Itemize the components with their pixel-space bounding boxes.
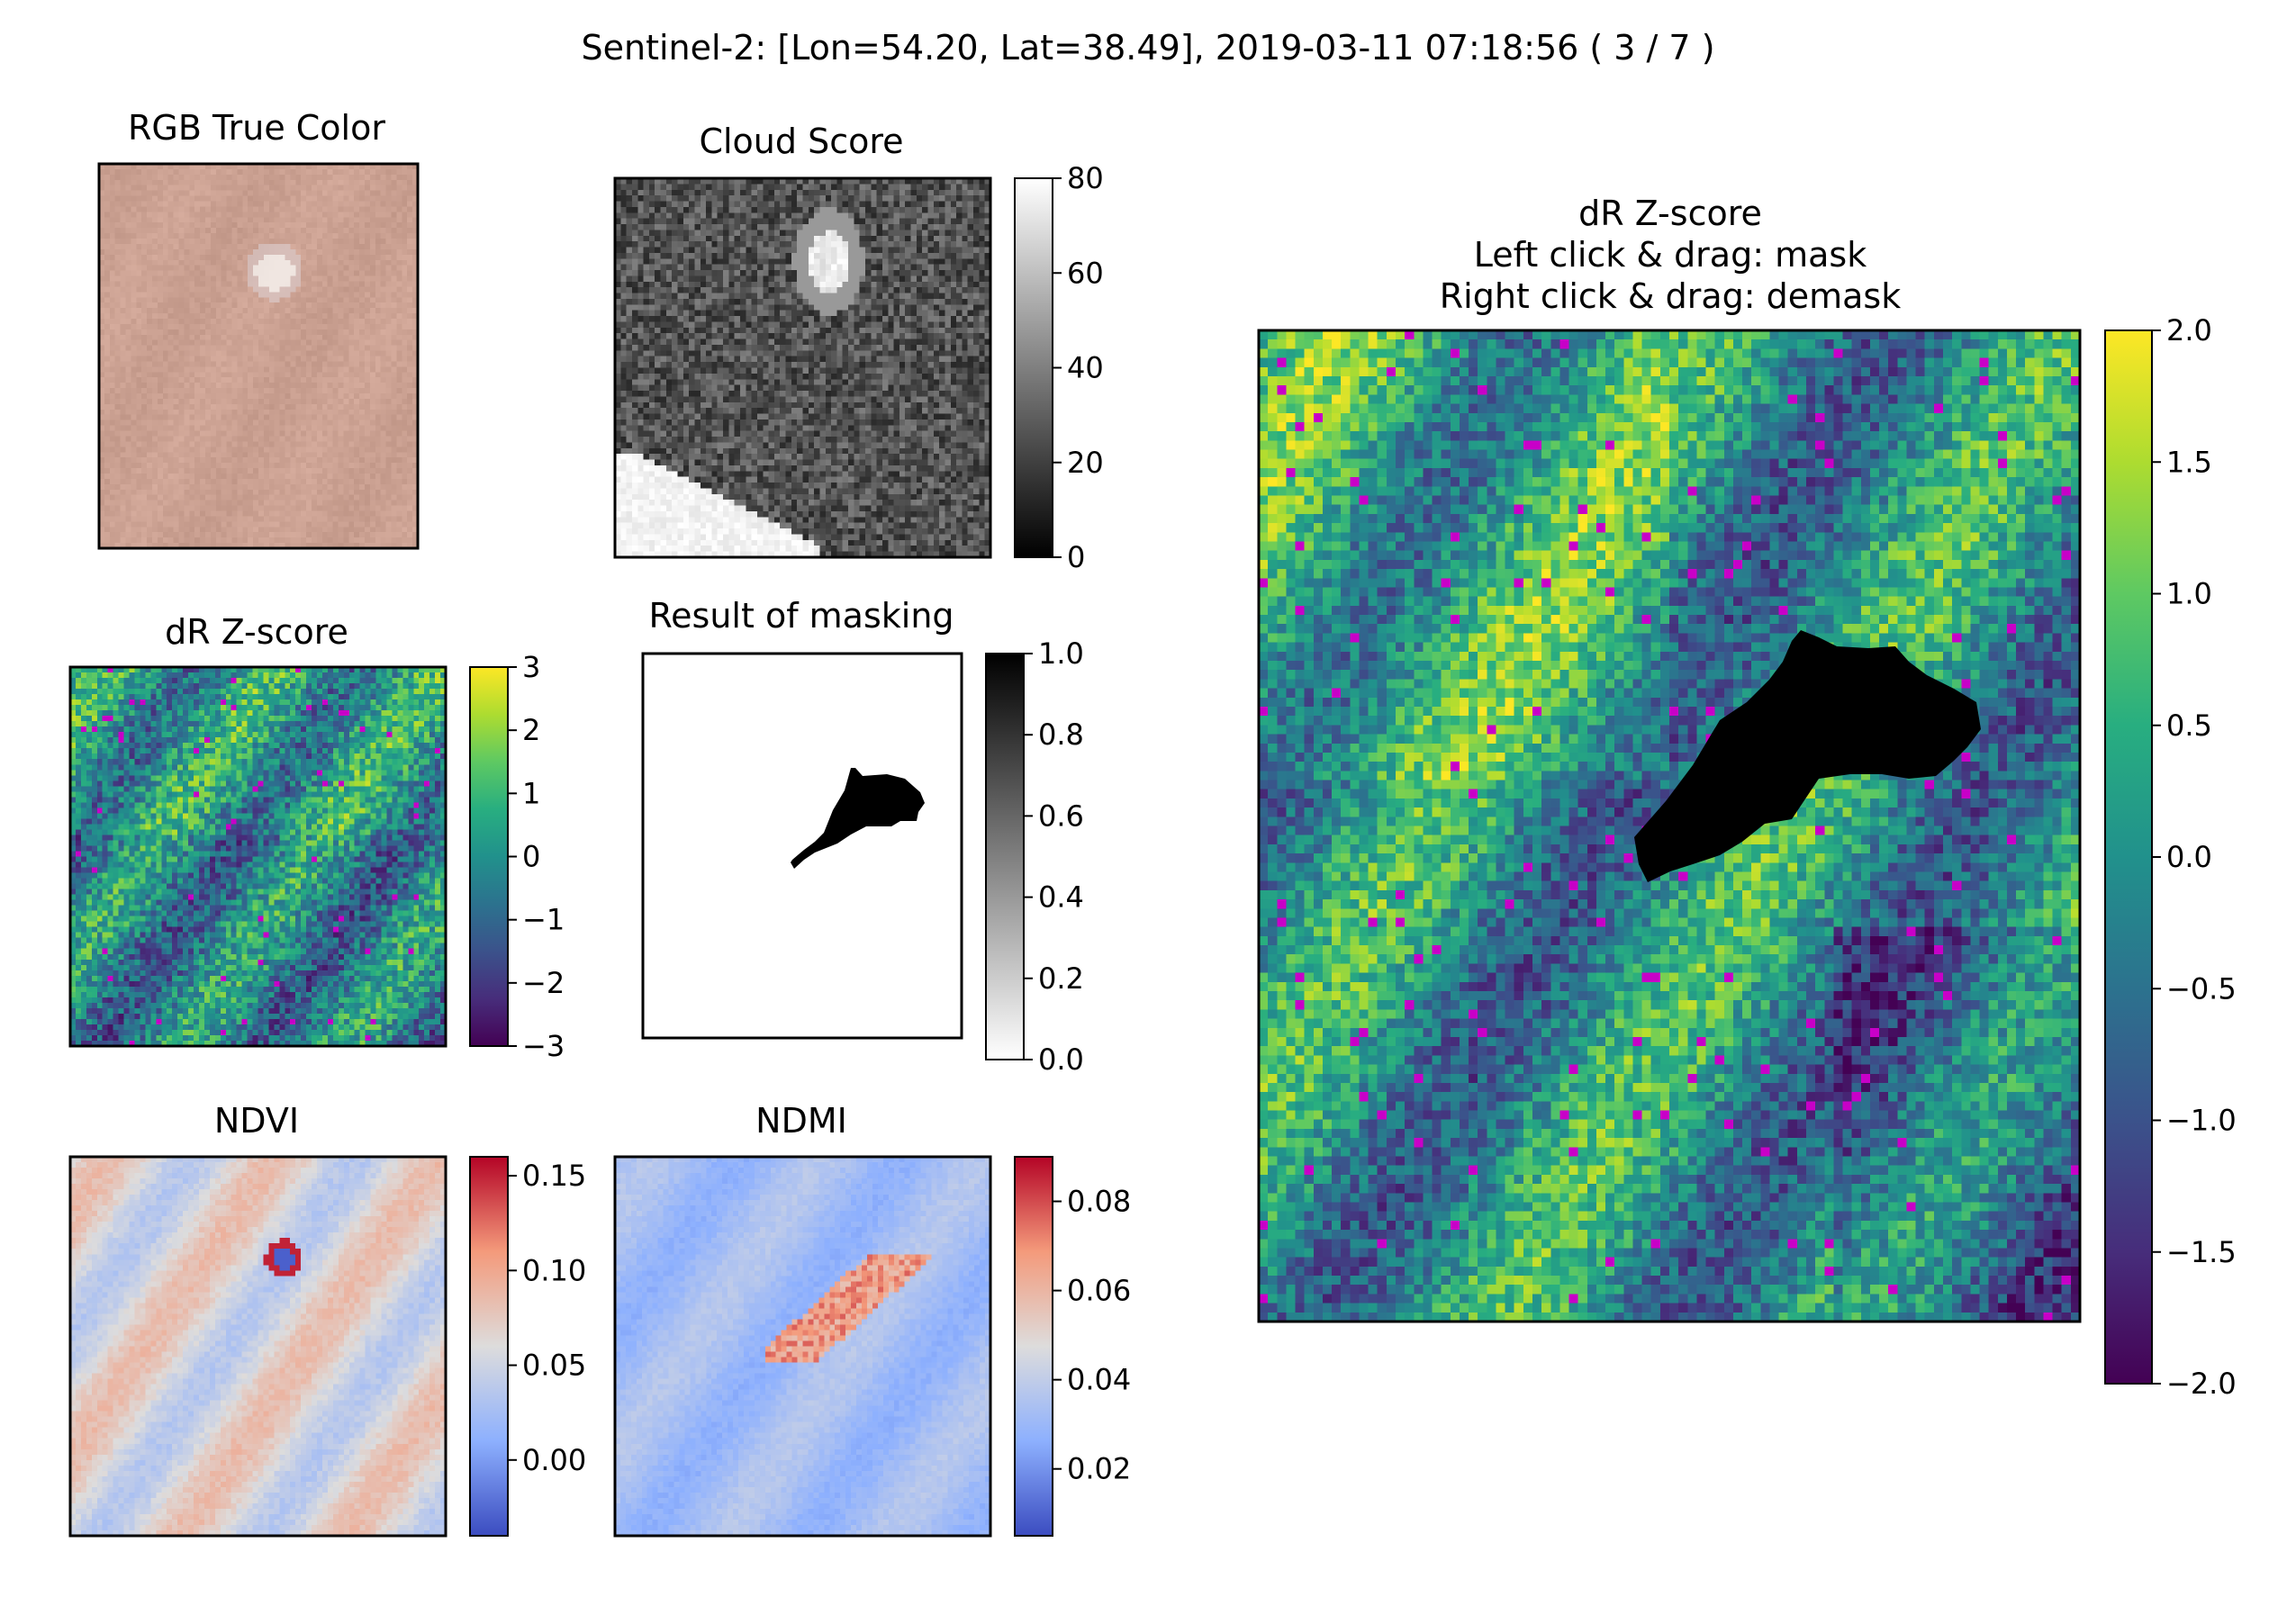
mask-colorbar-tick-label: 1.0 (1038, 636, 1084, 671)
ndvi-colorbar: 0.00 0.05 0.10 0.15 (469, 1156, 586, 1537)
dr-large-colorbar: −2.0 −1.5 −1.0 −0.5 0.0 0.5 1.0 1.5 2.0 (2104, 313, 2237, 1401)
dr-large-title-line-2: Left click & drag: mask (1474, 235, 1867, 275)
dr-small-colorbar-tick-label: 0 (522, 840, 540, 874)
dr-large-colorbar-bar (2104, 329, 2153, 1385)
dr-small-colorbar-tick-label: −3 (522, 1029, 565, 1063)
figure-title: Sentinel-2: [Lon=54.20, Lat=38.49], 2019… (581, 28, 1714, 68)
dr-small-title: dR Z-score (165, 612, 348, 652)
cloud-image (615, 178, 991, 558)
mask-colorbar-bar (985, 653, 1025, 1060)
cloud-colorbar-tick-label: 20 (1067, 446, 1104, 480)
cloud-colorbar-bar (1014, 177, 1053, 558)
rgb-frame (97, 162, 420, 550)
mask-title: Result of masking (648, 596, 954, 636)
ndvi-colorbar-tick-label: 0.00 (522, 1443, 586, 1477)
mask-colorbar: 0.0 0.2 0.4 0.6 0.8 1.0 (985, 636, 1084, 1077)
dr-large-colorbar-tick-label: −0.5 (2166, 971, 2237, 1006)
dr-large-title-line-1: dR Z-score (1578, 194, 1762, 233)
cloud-colorbar-tick-label: 40 (1067, 351, 1104, 385)
rgb-image (99, 164, 419, 549)
mask-shape (791, 768, 925, 869)
ndmi-image (615, 1157, 991, 1537)
mask-colorbar-tick-label: 0.8 (1038, 717, 1084, 752)
ndmi-colorbar-bar (1014, 1156, 1053, 1537)
dr-small-frame (68, 665, 447, 1048)
ndmi-colorbar-tick-label: 0.04 (1067, 1363, 1131, 1397)
cloud-colorbar-tick-label: 0 (1067, 540, 1085, 574)
cloud-colorbar-tick-label: 80 (1067, 161, 1104, 195)
dr-small-colorbar-bar (469, 666, 509, 1047)
ndvi-frame (68, 1155, 447, 1538)
dr-small-image (70, 667, 447, 1047)
ndvi-colorbar-bar (469, 1156, 509, 1537)
dr-large-title-line-3: Right click & drag: demask (1440, 276, 1901, 316)
dr-small-colorbar-tick-label: 3 (522, 650, 540, 684)
dr-large-colorbar-tick-label: 0.0 (2166, 840, 2212, 874)
rgb-title: RGB True Color (128, 108, 385, 148)
cloud-colorbar-tick-label: 60 (1067, 256, 1104, 290)
mask-image (643, 654, 962, 1038)
ndvi-title: NDVI (214, 1101, 299, 1141)
dr-small-colorbar-tick-label: 1 (522, 776, 540, 810)
ndmi-frame (613, 1155, 992, 1538)
ndvi-colorbar-tick-label: 0.05 (522, 1349, 586, 1383)
ndmi-colorbar: 0.02 0.04 0.06 0.08 (1014, 1156, 1131, 1537)
ndmi-colorbar-tick-label: 0.08 (1067, 1185, 1131, 1219)
ndvi-image (70, 1157, 447, 1537)
dr-large-colorbar-tick-label: 1.0 (2166, 577, 2212, 611)
dr-large-colorbar-tick-label: 2.0 (2166, 313, 2212, 347)
ndmi-colorbar-tick-label: 0.02 (1067, 1452, 1131, 1486)
dr-small-colorbar-tick-label: 2 (522, 713, 540, 747)
mask-colorbar-tick-label: 0.6 (1038, 798, 1084, 833)
dr-small-colorbar-tick-label: −1 (522, 903, 565, 937)
mask-frame (641, 652, 963, 1040)
dr-large-colorbar-tick-label: −1.5 (2166, 1235, 2237, 1269)
dr-large-colorbar-tick-label: 0.5 (2166, 708, 2212, 743)
dr-large-colorbar-tick-label: −1.0 (2166, 1104, 2237, 1138)
cloud-title: Cloud Score (699, 122, 903, 161)
dr-large-colorbar-tick-label: 1.5 (2166, 445, 2212, 479)
dr-large-mask-shape (1634, 630, 1981, 882)
mask-colorbar-tick-label: 0.0 (1038, 1042, 1084, 1077)
cloud-colorbar: 0 20 40 60 80 (1014, 161, 1104, 574)
mask-colorbar-tick-label: 0.4 (1038, 880, 1084, 915)
dr-small-colorbar: −3 −2 −1 0 1 2 3 (469, 650, 565, 1063)
dr-large-colorbar-tick-label: −2.0 (2166, 1367, 2237, 1401)
ndmi-colorbar-tick-label: 0.06 (1067, 1274, 1131, 1308)
ndmi-title: NDMI (755, 1101, 847, 1141)
ndvi-colorbar-tick-label: 0.15 (522, 1159, 586, 1193)
cloud-frame (613, 176, 992, 559)
dr-large-frame (1257, 329, 2082, 1323)
mask-colorbar-tick-label: 0.2 (1038, 961, 1084, 996)
dr-small-colorbar-tick-label: −2 (522, 966, 565, 1000)
ndvi-colorbar-tick-label: 0.10 (522, 1253, 586, 1287)
